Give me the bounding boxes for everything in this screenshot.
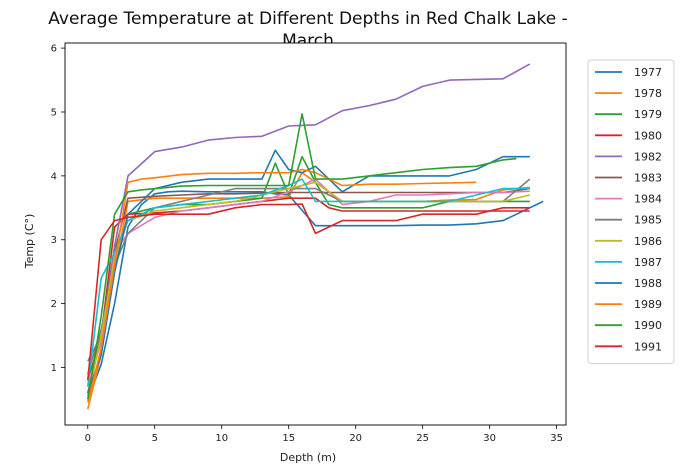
series-line-1980 [87,197,530,394]
legend: 1977 1978 1979 1980 1982 1983 1984 1985 1986 1987… [587,59,675,364]
y-axis: 1 2 3 4 5 6 [51,44,65,374]
series-line-1990 [87,113,517,400]
series-line-1989 [87,168,477,403]
series-line-1978 [87,171,530,410]
y-tick-label: 5 [51,107,57,118]
legend-label-1989: 1989 [634,298,662,311]
legend-label-1980: 1980 [634,129,662,142]
y-tick-label: 3 [51,235,57,246]
series-line-1979 [87,155,530,397]
legend-label-1988: 1988 [634,277,662,290]
legend-label-1978: 1978 [634,87,662,100]
y-axis-label: Temp (C°) [23,214,36,270]
series-line-1988 [87,149,530,394]
y-tick-label: 2 [51,299,57,310]
series-line-1991 [87,203,530,381]
x-tick-label: 25 [416,433,429,444]
x-tick-label: 0 [85,433,91,444]
y-tick-label: 6 [51,44,57,55]
plot-frame [64,42,567,426]
legend-box [587,59,675,364]
x-tick-label: 15 [282,433,295,444]
legend-label-1977: 1977 [634,66,662,79]
chart-title-line1: Average Temperature at Different Depths … [48,9,568,29]
series-line-1982 [87,63,531,362]
legend-label-1983: 1983 [634,172,662,185]
x-tick-label: 30 [483,433,496,444]
legend-label-1985: 1985 [634,214,662,227]
legend-label-1990: 1990 [634,319,662,332]
y-tick-label: 1 [51,363,57,374]
x-tick-label: 35 [550,433,563,444]
x-axis: 0 5 10 15 20 25 30 35 [85,425,563,444]
x-tick-label: 20 [349,433,362,444]
legend-label-1982: 1982 [634,150,662,163]
legend-label-1984: 1984 [634,193,662,206]
legend-label-1986: 1986 [634,235,662,248]
plot-area [64,42,567,426]
legend-label-1979: 1979 [634,108,662,121]
x-axis-label: Depth (m) [280,451,336,464]
legend-label-1987: 1987 [634,256,662,269]
x-tick-label: 10 [215,433,228,444]
x-tick-label: 5 [152,433,158,444]
y-tick-label: 4 [51,171,57,182]
legend-label-1991: 1991 [634,340,662,353]
